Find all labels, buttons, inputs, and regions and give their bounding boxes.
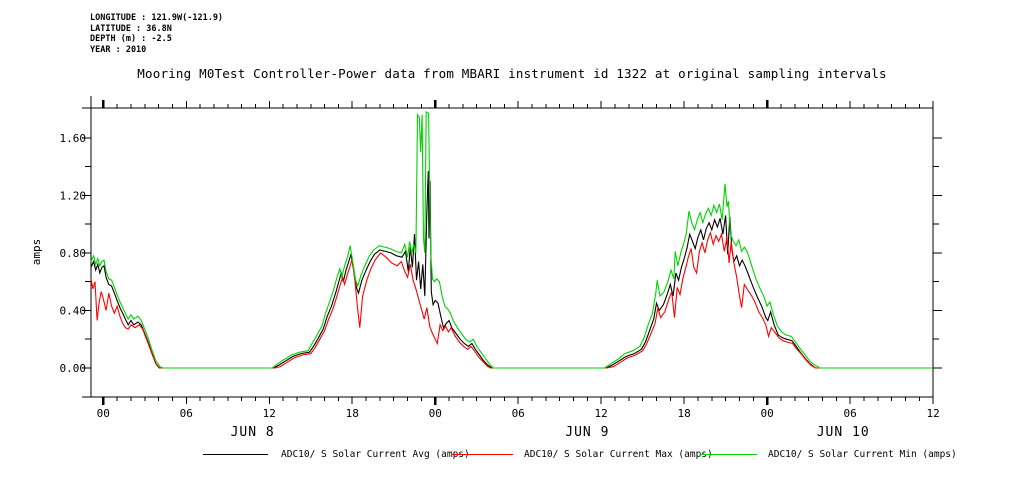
legend-line-min xyxy=(700,454,757,455)
y-axis: 0.00 0.40 0.80 1.20 1.60 amps xyxy=(30,132,942,375)
x-day-label: JUN 8 xyxy=(231,425,275,440)
x-tick-label: 12 xyxy=(263,407,276,420)
x-tick-label: 00 xyxy=(429,407,442,420)
x-day-label: JUN 10 xyxy=(817,425,870,440)
x-tick-label: 06 xyxy=(512,407,525,420)
x-tick-label: 00 xyxy=(761,407,774,420)
chart-title: Mooring M0Test Controller-Power data fro… xyxy=(137,66,887,81)
legend-label-min: ADC10/ S Solar Current Min (amps) xyxy=(768,449,957,460)
y-tick-label: 0.00 xyxy=(60,362,87,375)
x-tick-label: 00 xyxy=(97,407,110,420)
series-avg xyxy=(90,170,933,369)
metadata-depth: DEPTH (m) : -2.5 xyxy=(90,34,172,44)
legend-line-max xyxy=(452,454,513,455)
legend-label-avg: ADC10/ S Solar Current Avg (amps) xyxy=(281,449,470,460)
metadata-latitude: LATITUDE : 36.8N xyxy=(90,23,172,34)
x-tick-label: 12 xyxy=(595,407,608,420)
metadata-block: LONGITUDE : 121.9W(-121.9) LATITUDE : 36… xyxy=(90,13,223,55)
y-tick-label: 0.40 xyxy=(60,304,87,317)
x-day-label: JUN 9 xyxy=(565,425,609,440)
y-axis-title: amps xyxy=(30,239,43,266)
series-max xyxy=(90,230,933,369)
y-tick-label: 0.80 xyxy=(60,247,87,260)
x-axis: 00 06 12 18 00 06 12 18 00 06 12 JUN 8 JUN 9 JUN 10 xyxy=(97,100,940,440)
metadata-longitude: LONGITUDE : 121.9W(-121.9) xyxy=(90,13,224,23)
x-tick-label: 18 xyxy=(346,407,359,420)
metadata-year: YEAR : 2010 xyxy=(90,44,147,55)
legend-label-max: ADC10/ S Solar Current Max (amps) xyxy=(524,449,713,460)
x-tick-label: 12 xyxy=(926,407,939,420)
x-tick-label: 18 xyxy=(678,407,691,420)
series-min xyxy=(90,110,933,369)
x-tick-label: 06 xyxy=(843,407,856,420)
y-tick-label: 1.60 xyxy=(60,132,87,145)
y-tick-label: 1.20 xyxy=(60,189,87,202)
legend-line-avg xyxy=(203,454,268,455)
x-tick-label: 06 xyxy=(180,407,193,420)
